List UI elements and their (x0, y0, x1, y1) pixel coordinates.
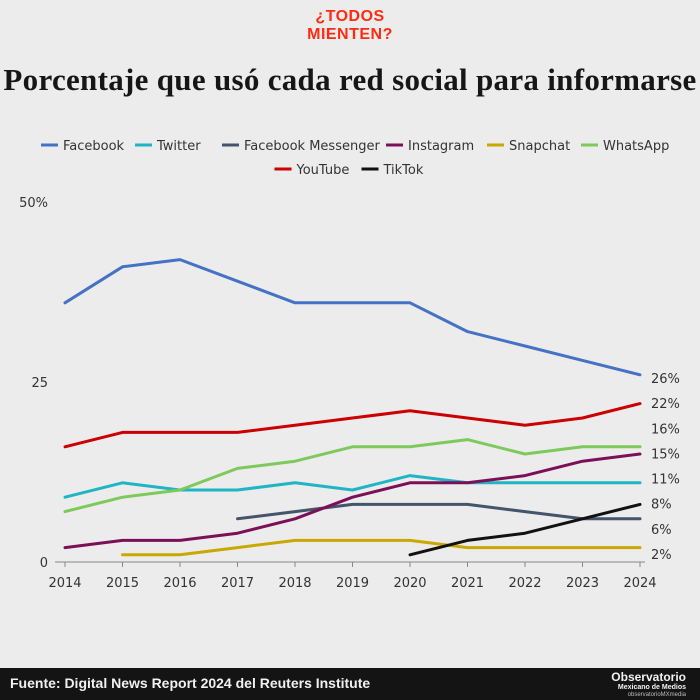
y-tick-label: 0 (40, 556, 48, 571)
legend-label-facebook: Facebook (63, 139, 125, 154)
x-tick-label: 2017 (221, 576, 254, 591)
legend-label-youtube: YouTube (296, 163, 350, 178)
brand-line-1: ¿TODOS (315, 8, 385, 25)
logo-sub-text: Mexicano de Medios (617, 684, 686, 691)
series-line-facebook (63, 258, 642, 377)
line-chart: Facebook Twitter Facebook Messenger Instagr… (19, 139, 680, 591)
x-tick-label: 2015 (106, 576, 139, 591)
series-line-whatsapp (63, 438, 642, 514)
x-tick-label: 2016 (163, 576, 196, 591)
legend-label-tiktok: TikTok (383, 163, 424, 178)
brand-logo: ¿TODOS MIENTEN? (0, 8, 700, 44)
series-line-youtube (63, 402, 642, 449)
publisher-logo: Observatorio Mexicano de Medios observat… (611, 671, 686, 698)
end-value-label: 8% (651, 498, 672, 513)
end-value-label: 22% (651, 397, 680, 412)
x-tick-label: 2023 (566, 576, 599, 591)
legend-label-facebook-messenger: Facebook Messenger (244, 139, 380, 154)
logo-main-text: Observatorio (611, 670, 686, 684)
end-value-label: 16% (651, 422, 680, 437)
brand-line-2: MIENTEN? (307, 26, 393, 43)
x-tick-label: 2019 (336, 576, 369, 591)
end-value-label: 26% (651, 372, 680, 387)
end-value-label: 15% (651, 447, 680, 462)
x-tick-label: 2020 (393, 576, 426, 591)
end-value-label: 2% (651, 548, 672, 563)
legend-label-snapchat: Snapchat (509, 139, 570, 154)
end-value-label: 11% (651, 473, 680, 488)
series-line-tiktok (408, 502, 642, 557)
series-line-snapchat (121, 538, 642, 557)
legend-label-instagram: Instagram (408, 139, 474, 154)
x-tick-label: 2024 (623, 576, 656, 591)
series-line-instagram (63, 452, 642, 550)
chart-title: Porcentaje que usó cada red social para … (3, 62, 697, 97)
footer-bar: Fuente: Digital News Report 2024 del Reu… (0, 668, 700, 700)
source-note: Fuente: Digital News Report 2024 del Reu… (10, 675, 371, 691)
y-tick-label: 50% (19, 196, 48, 211)
x-tick-label: 2018 (278, 576, 311, 591)
legend-label-twitter: Twitter (156, 139, 201, 154)
logo-handle-text: observatorioMXmedia (627, 692, 686, 698)
series-line-twitter (63, 474, 642, 499)
y-tick-label: 25 (31, 376, 48, 391)
series-line-facebook-messenger (236, 502, 642, 521)
x-tick-label: 2022 (508, 576, 541, 591)
end-value-label: 6% (651, 523, 672, 538)
x-tick-label: 2021 (451, 576, 484, 591)
legend-label-whatsapp: WhatsApp (603, 139, 669, 154)
x-tick-label: 2014 (48, 576, 81, 591)
